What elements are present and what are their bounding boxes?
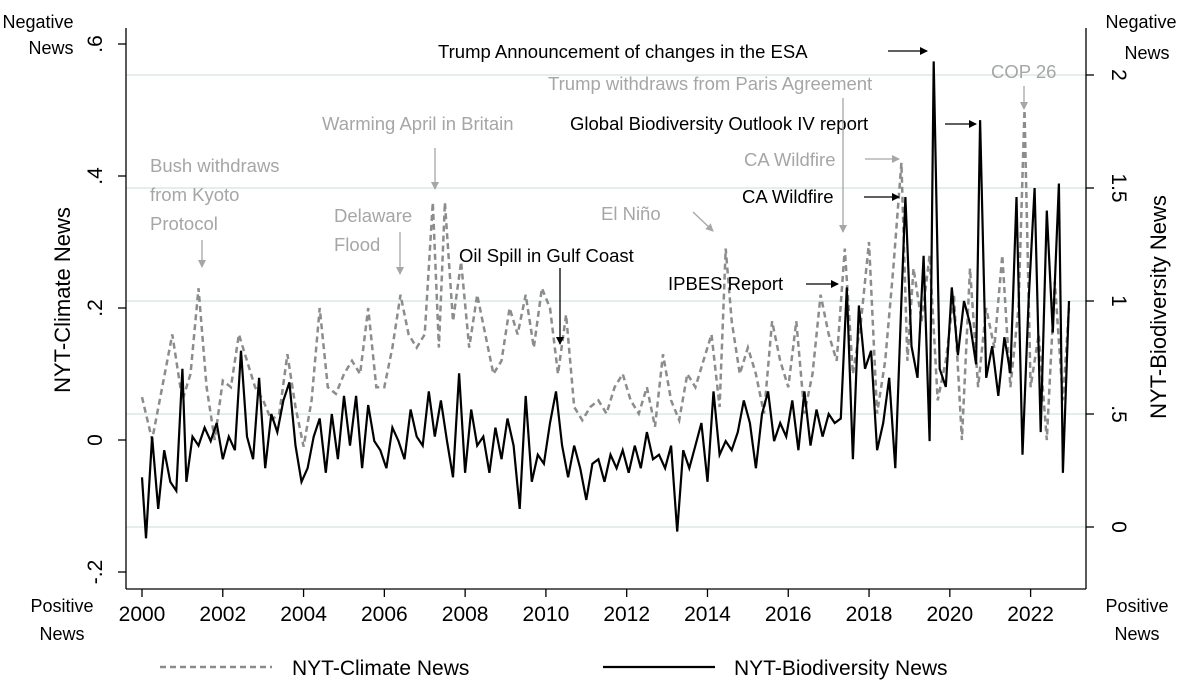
x-tick-label-10: 2020 [926,603,973,626]
top-left-label-line2: News [28,38,73,58]
legend-climate-label: NYT-Climate News [292,657,469,680]
left-tick-label-2: .2 [84,299,107,317]
left-axis-ticks: -.2 0 .2 .4 .6 [84,35,126,584]
bottom-right-label-line1: Positive [1105,596,1168,616]
series-layer [140,61,1071,539]
bottom-left-label-line1: Positive [30,596,93,616]
top-left-label-line1: Negative [2,12,73,32]
top-right-label-line1: Negative [1105,12,1176,32]
x-tick-label-2: 2004 [280,603,327,626]
x-tick-label-0: 2000 [119,603,166,626]
x-tick-label-6: 2012 [603,603,650,626]
legend-biodiversity-label: NYT-Biodiversity News [734,657,948,680]
annotation-paris-agreement: Trump withdraws from Paris Agreement [548,73,872,94]
left-tick-label-0: -.2 [84,560,107,585]
annotation-arrows [198,47,1028,345]
annotation-oil-spill: Oil Spill in Gulf Coast [459,245,634,266]
annotation-delaware-line1: Delaware [334,205,412,226]
top-right-label-line2: News [1124,43,1169,63]
bottom-left-label-line2: News [39,624,84,644]
annotation-ca-wildfire-climate: CA Wildfire [744,149,836,170]
annotation-cop26: COP 26 [991,61,1056,82]
right-tick-label-4: 2 [1107,69,1130,81]
gridlines [126,74,1086,528]
annotation-el-nino: El Niño [601,203,661,224]
right-axis-ticks: 0 .5 1 1.5 2 [1086,69,1130,533]
legend: NYT-Climate News NYT-Biodiversity News [160,657,948,680]
left-axis-title: NYT-Climate News [50,207,75,393]
bottom-right-label-line2: News [1114,624,1159,644]
x-axis-ticks: 2000 2002 2004 2006 2008 2010 2012 2014 2016 2018… [119,589,1054,626]
annotation-ca-wildfire-bio: CA Wildfire [742,186,834,207]
left-tick-label-3: .4 [84,167,107,185]
biodiversity-series-line [140,61,1071,539]
x-tick-label-9: 2018 [846,603,893,626]
annotation-trump-esa: Trump Announcement of changes in the ESA [438,41,808,62]
x-tick-label-5: 2010 [523,603,570,626]
x-tick-label-8: 2016 [765,603,812,626]
right-axis-title: NYT-Biodiversity News [1146,195,1171,419]
annotation-delaware-line2: Flood [334,234,380,255]
x-tick-label-4: 2008 [442,603,489,626]
annotation-kyoto-line3: Protocol [150,213,218,234]
annotation-ipbes: IPBES Report [668,273,783,294]
x-tick-label-1: 2002 [199,603,246,626]
x-tick-label-3: 2006 [361,603,408,626]
climate-series-line [140,109,1071,447]
arrow-el-nino [692,211,714,232]
annotation-warming-april: Warming April in Britain [322,113,514,134]
annotation-gbo4: Global Biodiversity Outlook IV report [570,113,868,134]
left-tick-label-1: 0 [84,434,107,446]
x-tick-label-11: 2022 [1007,603,1054,626]
right-tick-label-2: 1 [1107,295,1130,307]
x-tick-label-7: 2014 [684,603,731,626]
left-tick-label-4: .6 [84,35,107,53]
right-tick-label-0: 0 [1107,521,1130,533]
annotation-kyoto-line2: from Kyoto [150,184,239,205]
annotation-kyoto-line1: Bush withdraws [150,155,280,176]
right-tick-label-3: 1.5 [1107,173,1130,202]
right-tick-label-1: .5 [1107,405,1130,423]
